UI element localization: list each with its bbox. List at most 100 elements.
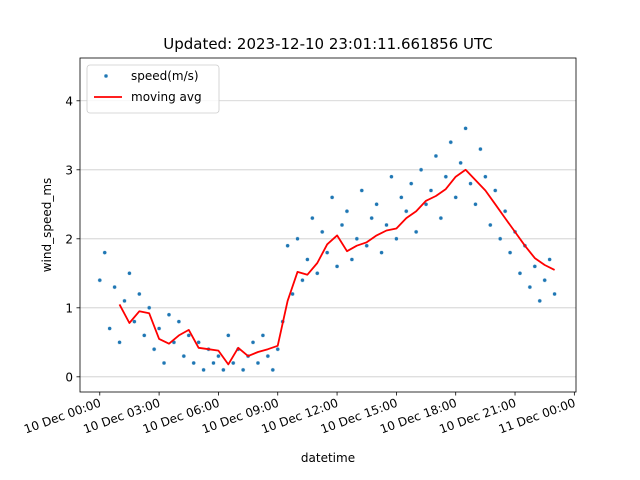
- scatter-point: [320, 229, 325, 235]
- y-tick-label: 4: [65, 94, 73, 108]
- scatter-point: [216, 353, 221, 359]
- scatter-point: [473, 202, 478, 207]
- scatter-point: [255, 360, 261, 366]
- scatter-point: [97, 278, 102, 283]
- scatter-point: [211, 360, 216, 366]
- scatter-point: [418, 167, 424, 172]
- chart-title: Updated: 2023-12-10 23:01:11.661856 UTC: [163, 35, 493, 53]
- scatter-point: [310, 215, 315, 221]
- scatter-point: [354, 236, 360, 242]
- y-axis: 0 1 2 3 4: [65, 94, 80, 384]
- scatter-point: [409, 181, 414, 186]
- scatter-point: [275, 347, 280, 352]
- legend-label-speed: speed(m/s): [131, 69, 199, 83]
- scatter-point: [552, 291, 557, 297]
- scatter-point: [142, 333, 147, 338]
- scatter-point: [324, 250, 330, 255]
- scatter-point: [389, 174, 394, 179]
- scatter-point: [339, 222, 345, 228]
- scatter-point: [166, 312, 172, 317]
- scatter-point: [349, 257, 355, 262]
- y-tick-label: 3: [65, 163, 73, 177]
- scatter-point: [151, 347, 157, 352]
- scatter-point: [156, 326, 162, 331]
- y-axis-label: wind_speed_ms: [40, 178, 54, 273]
- scatter-point: [161, 360, 167, 366]
- legend-box: [86, 64, 220, 114]
- scatter-point: [369, 215, 374, 221]
- scatter-point: [502, 208, 508, 214]
- scatter-point: [463, 126, 468, 131]
- scatter-point: [132, 319, 137, 324]
- scatter-point: [438, 215, 444, 221]
- scatter-point: [334, 264, 340, 269]
- scatter-point: [102, 250, 107, 255]
- scatter-point: [507, 250, 513, 255]
- scatter-point: [478, 146, 483, 152]
- scatter-point: [196, 340, 201, 345]
- scatter-point: [379, 250, 384, 255]
- scatter-point: [542, 278, 547, 283]
- scatter-point: [176, 319, 182, 324]
- scatter-point: [329, 195, 335, 200]
- scatter-point: [226, 333, 231, 338]
- scatter-point: [300, 278, 305, 283]
- scatter-point: [483, 174, 488, 179]
- scatter-point: [359, 188, 364, 193]
- x-axis-label: datetime: [301, 451, 355, 465]
- scatter-point: [448, 139, 453, 145]
- legend-marker-speed: [103, 73, 109, 79]
- scatter-point: [364, 243, 369, 248]
- scatter-point: [285, 243, 290, 248]
- scatter-point: [295, 236, 300, 242]
- scatter-point: [488, 222, 493, 228]
- scatter-point: [122, 298, 127, 304]
- scatter-point: [112, 284, 117, 290]
- scatter-point: [468, 181, 473, 186]
- scatter-point: [137, 291, 142, 297]
- scatter-point: [527, 284, 533, 290]
- scatter-point: [250, 340, 256, 345]
- legend-label-moving-avg: moving avg: [131, 90, 202, 104]
- scatter-point: [240, 367, 246, 373]
- scatter-point: [433, 153, 439, 159]
- scatter-point: [231, 360, 236, 366]
- scatter-point: [186, 333, 191, 338]
- scatter-point: [443, 174, 449, 179]
- scatter-point: [428, 188, 434, 193]
- scatter-point: [191, 360, 196, 366]
- scatter-point: [181, 353, 187, 359]
- scatter-point: [127, 271, 132, 276]
- scatter-point: [493, 188, 498, 193]
- plot-layer: [97, 126, 557, 373]
- moving-avg-line: [118, 168, 555, 366]
- scatter-point: [147, 305, 152, 311]
- scatter-point: [344, 208, 350, 214]
- scatter-point: [265, 353, 271, 359]
- y-tick-label: 0: [65, 370, 73, 384]
- scatter-point: [374, 202, 379, 207]
- scatter-point: [404, 208, 409, 214]
- scatter-point: [458, 160, 463, 166]
- scatter-point: [423, 202, 429, 207]
- scatter-point: [305, 257, 310, 262]
- legend: speed(m/s) moving avg: [86, 64, 220, 114]
- scatter-point: [537, 298, 542, 304]
- y-tick-label: 2: [65, 232, 73, 246]
- scatter-point: [547, 257, 552, 262]
- scatter-point: [413, 229, 419, 235]
- scatter-point: [384, 222, 389, 228]
- scatter-point: [453, 195, 458, 200]
- scatter-point: [315, 271, 320, 276]
- scatter-point: [394, 236, 399, 242]
- scatter-point: [221, 367, 226, 373]
- scatter-point: [497, 236, 503, 242]
- plot-frame: [79, 57, 577, 393]
- scatter-point: [270, 367, 275, 373]
- scatter-point: [117, 340, 122, 345]
- y-tick-label: 1: [65, 301, 73, 315]
- scatter-point: [260, 333, 266, 338]
- scatter-point: [107, 326, 112, 331]
- scatter-point: [399, 195, 404, 200]
